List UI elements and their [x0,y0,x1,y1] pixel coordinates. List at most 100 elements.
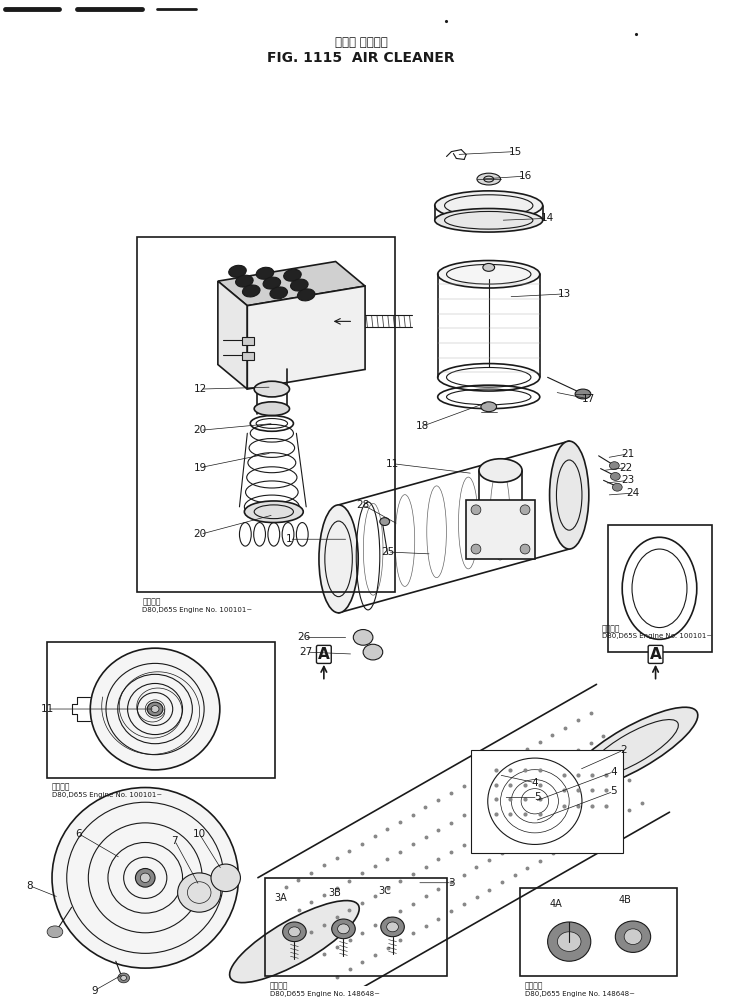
Text: 適用号等: 適用号等 [142,597,160,606]
Ellipse shape [471,544,481,554]
Text: 9: 9 [91,986,98,996]
Ellipse shape [332,919,355,939]
Text: A: A [650,647,662,662]
Ellipse shape [624,929,642,945]
Ellipse shape [435,191,542,220]
Ellipse shape [254,402,289,416]
Bar [138,237,394,592]
Text: 24: 24 [626,488,640,498]
Text: 2: 2 [620,745,626,755]
Text: 3C: 3C [378,886,391,896]
Ellipse shape [520,505,530,515]
Ellipse shape [283,922,306,942]
Bar [471,750,623,853]
Ellipse shape [381,917,404,937]
Ellipse shape [471,505,481,515]
Text: 適用号等: 適用号等 [270,981,289,990]
Text: 適用号等: 適用号等 [52,783,71,792]
Ellipse shape [254,381,289,397]
Text: 11: 11 [386,459,399,469]
Text: 12: 12 [194,384,207,394]
Ellipse shape [283,269,301,281]
Ellipse shape [121,975,127,980]
Text: 7: 7 [171,836,178,846]
Text: 20: 20 [194,425,207,435]
Ellipse shape [438,261,539,288]
Text: 28: 28 [356,500,369,510]
Text: 適用号等: 適用号等 [525,981,544,990]
Ellipse shape [151,706,159,712]
Ellipse shape [291,279,308,291]
Text: 3B: 3B [329,888,342,898]
Ellipse shape [229,265,247,277]
Ellipse shape [297,289,315,301]
Ellipse shape [520,544,530,554]
Text: エアー クリーナ: エアー クリーナ [335,36,388,49]
Ellipse shape [380,518,389,525]
Text: 4B: 4B [618,895,631,905]
Ellipse shape [289,927,300,937]
Ellipse shape [135,868,155,887]
Bar [47,642,275,778]
Ellipse shape [575,389,591,399]
Text: 8: 8 [26,881,33,891]
Ellipse shape [612,483,622,491]
Ellipse shape [177,873,221,912]
Text: D80,D65S Engine No. 100101~: D80,D65S Engine No. 100101~ [142,607,252,613]
Ellipse shape [263,277,280,289]
Text: 1: 1 [286,534,293,544]
Text: D80,D655 Engine No. 148648~: D80,D655 Engine No. 148648~ [270,991,380,997]
Text: 17: 17 [582,394,595,404]
Text: 3: 3 [448,878,455,888]
Text: 適用号等: 適用号等 [601,625,620,634]
Text: 16: 16 [518,171,531,181]
Ellipse shape [91,648,220,770]
Text: A: A [318,647,330,662]
Text: 23: 23 [621,475,634,485]
Ellipse shape [52,788,238,968]
Ellipse shape [211,864,241,892]
Ellipse shape [242,285,260,297]
Text: 19: 19 [194,463,207,473]
Text: 15: 15 [509,147,522,157]
Polygon shape [247,286,365,389]
Text: 21: 21 [621,449,634,459]
Ellipse shape [236,275,253,287]
Text: 3A: 3A [275,893,288,903]
Bar [520,888,677,976]
Text: 25: 25 [381,547,394,557]
Text: 4: 4 [610,767,617,777]
Ellipse shape [568,707,698,789]
Text: 20: 20 [194,529,207,539]
Text: 27: 27 [300,647,313,657]
Ellipse shape [270,287,288,299]
Ellipse shape [118,973,130,983]
Ellipse shape [615,921,651,952]
Ellipse shape [338,924,350,934]
Text: FIG. 1115  AIR CLEANER: FIG. 1115 AIR CLEANER [267,51,455,65]
Text: 14: 14 [541,213,554,223]
Ellipse shape [550,441,589,549]
Text: 26: 26 [297,632,311,642]
Ellipse shape [610,473,620,480]
Ellipse shape [557,932,581,951]
Text: D80,D65S Engine No. 100101~: D80,D65S Engine No. 100101~ [601,633,712,639]
Text: 4: 4 [531,778,538,788]
Text: 13: 13 [558,289,571,299]
Text: 11: 11 [40,704,54,714]
Text: 5: 5 [610,786,617,796]
Ellipse shape [363,644,383,660]
Ellipse shape [256,267,274,279]
Ellipse shape [319,505,358,613]
Ellipse shape [47,926,63,938]
Ellipse shape [435,209,542,232]
Ellipse shape [483,263,495,271]
Text: D80,D655 Engine No. 148648~: D80,D655 Engine No. 148648~ [525,991,635,997]
Text: 10: 10 [193,829,206,839]
Text: 4A: 4A [550,899,562,909]
Ellipse shape [353,630,373,645]
Bar [265,878,447,976]
Text: 6: 6 [75,829,82,839]
Ellipse shape [548,922,591,961]
Bar [466,500,535,559]
